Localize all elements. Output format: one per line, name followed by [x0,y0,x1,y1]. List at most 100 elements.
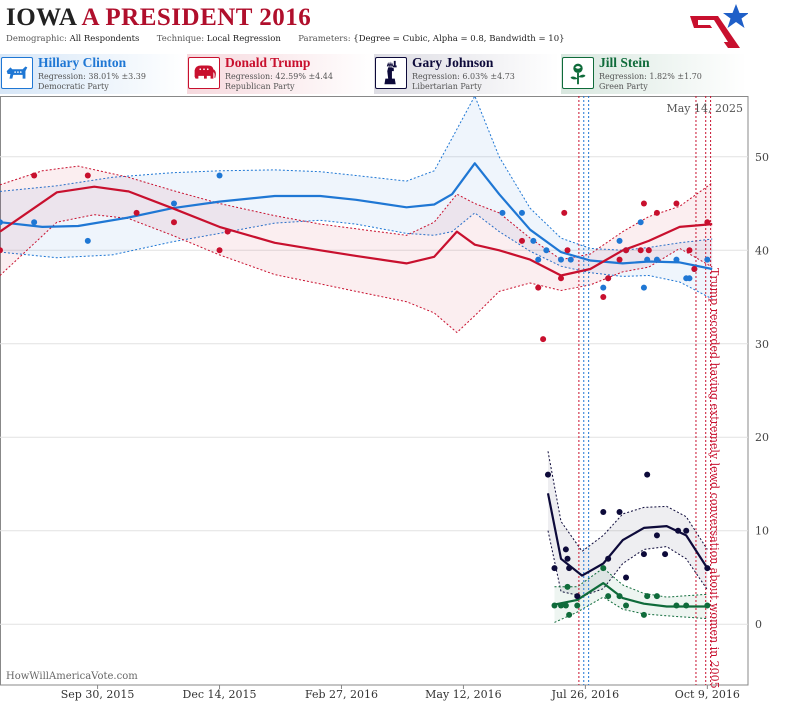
hillary-clintonpoll-point [31,219,38,226]
candidate-clinton[interactable]: Hillary Clinton Regression: 38.01% ±3.39… [0,54,186,94]
donkey-icon [1,57,33,89]
donald-trumppoll-point [224,228,231,235]
jill-steinpoll-point [683,602,690,609]
jill-steinconfidence-band [554,568,708,623]
demographic-label: Demographic: [6,34,67,44]
statue-of-liberty-icon [375,57,407,89]
jill-steinpoll-point [566,611,573,618]
parameters-bar: Demographic: All Respondents Technique: … [6,34,565,44]
hillary-clintonpoll-point [170,200,177,207]
candidate-stein[interactable]: Jill Stein Regression: 1.82% ±1.70 Green… [561,54,747,94]
hillary-clintonpoll-point [0,219,3,226]
hillary-clintonpoll-point [535,256,542,263]
jill-steinpoll-point [673,602,680,609]
candidate-party: Green Party [599,82,648,91]
jill-steinpoll-point [623,602,630,609]
y-tick-label: 10 [755,525,769,538]
jill-steinpoll-point [640,611,647,618]
jill-steinband-lower [554,596,708,623]
donald-trumppoll-point [561,209,568,216]
technique-label: Technique: [156,34,205,44]
donald-trumppoll-point [623,247,630,254]
gary-johnsonpoll-point [644,471,651,478]
donald-trumppoll-point [518,237,525,244]
donald-trumppoll-point [535,284,542,291]
gary-johnsonpoll-point [562,546,569,553]
donald-trumppoll-point [558,275,564,282]
donald-trumppoll-point [653,209,660,216]
technique-value: Local Regression [206,34,281,44]
hillary-clintonpoll-point [530,237,537,244]
gary-johnsonpoll-point [704,565,711,572]
hillary-clintonpoll-point [640,284,647,291]
hillary-clintonpoll-point [216,172,223,179]
candidate-regression: Regression: 42.59% ±4.44 [225,72,333,81]
hillary-clintonband-lower [0,212,713,300]
candidate-legend: Hillary Clinton Regression: 38.01% ±3.39… [0,54,789,94]
candidate-johnson[interactable]: Gary Johnson Regression: 6.03% ±4.73 Lib… [374,54,560,94]
donald-trumppoll-point [84,172,91,179]
date-stamp: May 14, 2025 [666,102,743,115]
header: IOWA A PRESIDENT 2016 Demographic: All R… [0,0,789,52]
gary-johnsonpoll-point [623,574,630,581]
parameters-label: Parameters: [298,34,351,44]
hillary-clintonpoll-point [704,256,711,263]
gary-johnsonpoll-point [551,565,558,572]
plot-frame [0,96,749,686]
gary-johnsonpoll-point [675,527,682,534]
donald-trumppoll-point [691,265,698,272]
donald-trumppoll-point [605,275,612,282]
hillary-clintonpoll-point [637,219,644,226]
demographic-value: All Respondents [69,34,140,44]
jill-steinpoll-point [562,602,569,609]
rose-icon [562,57,594,89]
donald-trumppoll-point [31,172,38,179]
y-tick-label: 50 [755,151,769,164]
gary-johnsonpoll-point [564,555,571,562]
donald-trumppoll-point [170,219,177,226]
polling-chart: 0 10 20 30 40 50 Sep 30, 2015 Dec 14, 2015 Feb 2… [0,94,789,708]
donald-trumppoll-point [616,256,623,263]
hillary-clintonband-upper [0,94,713,251]
hillary-clintonpoll-point [616,237,623,244]
hillary-clintonpoll-point [567,256,574,263]
hillary-clintonpoll-point [686,275,693,282]
gary-johnsonpoll-point [640,551,647,558]
gary-johnsonpoll-point [683,527,690,534]
donald-trumppoll-point [637,247,644,254]
candidate-trump[interactable]: Donald Trump Regression: 42.59% ±4.44 Re… [187,54,373,94]
y-tick-label: 0 [755,618,762,631]
candidate-regression: Regression: 1.82% ±1.70 [599,72,702,81]
hillary-clintonregression-line [0,162,713,271]
candidate-regression: Regression: 38.01% ±3.39 [38,72,146,81]
x-tick-label: Oct 9, 2016 [675,688,740,701]
candidate-name: Jill Stein [599,55,650,70]
donald-trumppoll-point [564,247,571,254]
y-tick-label: 30 [755,338,769,351]
donald-trumppoll-point [216,247,223,254]
hillary-clintonconfidence-band [0,96,713,299]
x-tick-label: Jul 26, 2016 [551,688,620,701]
donald-trumppoll-point [133,209,140,216]
hillary-clintonpoll-point [499,209,506,216]
jill-steinpoll-point [616,593,623,600]
x-tick-label: Sep 30, 2015 [61,688,135,701]
jill-steinpoll-point [574,602,581,609]
jill-steinpoll-point [551,602,558,609]
donald-trumppoll-point [686,247,693,254]
hillary-clintonpoll-point [84,237,91,244]
event-annotation: Trump recorded having extremely lewd con… [708,268,721,689]
donald-trumppoll-point [0,247,3,254]
jill-steinpoll-point [644,593,651,600]
hillary-clintonpoll-point [653,256,660,263]
site-logo-icon[interactable] [688,2,748,50]
jill-steinpoll-point [564,583,571,590]
candidate-name: Hillary Clinton [38,55,127,70]
gary-johnsonpoll-point [600,509,607,516]
gary-johnsonband-lower [547,530,708,597]
jill-steinpoll-point [605,593,612,600]
gary-johnsonpoll-point [566,565,573,572]
donald-trumppoll-point [540,336,547,343]
hillary-clintonpoll-point [518,209,525,216]
jill-steinregression-line [554,582,708,608]
